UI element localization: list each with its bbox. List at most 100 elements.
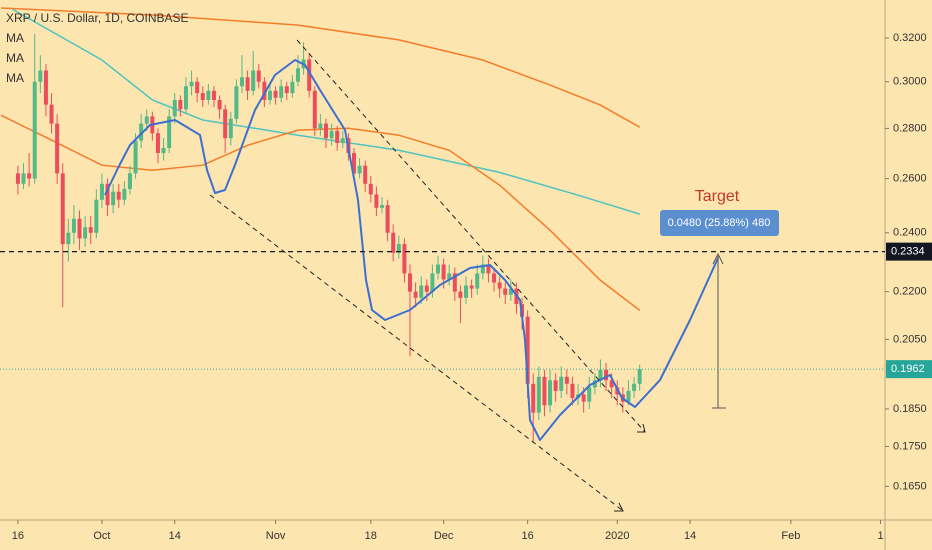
candle-body: [329, 130, 334, 139]
x-tick-label: Dec: [434, 530, 454, 542]
x-tick-label: 16: [12, 530, 24, 542]
candle-body: [525, 316, 530, 384]
candle-body: [408, 273, 413, 292]
candle-body: [570, 383, 575, 399]
measure-arrow: [712, 252, 724, 265]
candle-body: [239, 77, 244, 87]
candle-body: [88, 227, 93, 233]
indicator-label: MA: [6, 51, 24, 65]
y-tick-label: 0.1750: [893, 440, 927, 452]
candle-body: [632, 383, 637, 391]
candle-body: [380, 205, 385, 208]
candle-body: [626, 390, 631, 402]
x-tick-label: Nov: [266, 530, 286, 542]
candle-body: [430, 273, 435, 292]
candle-body: [542, 376, 547, 406]
candle-body: [581, 394, 586, 402]
candle-body: [323, 123, 328, 139]
indicator-label: MA: [6, 31, 24, 45]
candle-body: [71, 218, 76, 233]
candle-body: [357, 165, 362, 174]
candle-body: [531, 383, 536, 413]
candle-body: [312, 90, 317, 129]
candle-body: [223, 109, 228, 139]
moving-average: [11, 8, 640, 215]
candle-body: [189, 81, 194, 87]
candle-body: [228, 118, 233, 139]
candle-body: [475, 273, 480, 289]
candle-body: [290, 81, 295, 94]
candle-body: [335, 130, 340, 144]
arrow-head: [637, 423, 646, 433]
plot-area: [0, 7, 642, 443]
candle-body: [161, 148, 166, 154]
candle-body: [307, 59, 312, 91]
candle-body: [273, 90, 278, 98]
y-tick-label: 0.2050: [893, 333, 927, 345]
candle-body: [111, 191, 116, 206]
candle-body: [352, 153, 356, 174]
candle-body: [116, 191, 121, 200]
candle-body: [279, 86, 284, 98]
candle-body: [637, 369, 642, 384]
candle-body: [598, 369, 603, 381]
candle-body: [340, 138, 345, 144]
candle-body: [99, 183, 104, 200]
target-label: Target: [695, 188, 740, 205]
candle-body: [452, 273, 457, 292]
candle-body: [66, 232, 71, 245]
candle-body: [480, 264, 485, 274]
candle-body: [251, 70, 256, 91]
candle-body: [167, 116, 172, 149]
candle-body: [413, 291, 418, 298]
candle-body: [419, 285, 424, 298]
candle-body: [553, 380, 558, 391]
candle-body: [43, 70, 48, 105]
candle-body: [83, 227, 88, 239]
candle-body: [127, 173, 132, 190]
candle-body: [262, 81, 267, 101]
y-tick-label: 0.2800: [893, 122, 927, 134]
candle-body: [396, 244, 401, 253]
x-tick-label: 14: [684, 530, 696, 542]
candle-body: [217, 100, 222, 110]
indicator-label: MA: [6, 71, 24, 85]
drawn-curve: [104, 59, 719, 441]
candle-body: [559, 376, 564, 391]
candle-body: [234, 86, 239, 119]
candle-body: [206, 90, 211, 101]
candle-body: [211, 90, 216, 101]
candle-body: [492, 273, 497, 283]
candle-body: [564, 376, 569, 384]
candle-body: [122, 189, 127, 200]
candle-body: [486, 264, 491, 274]
candle-body: [363, 165, 368, 184]
candle-body: [284, 86, 289, 94]
candle-body: [267, 90, 272, 101]
candle-body: [548, 380, 553, 406]
candle-body: [144, 116, 149, 124]
x-tick-label: Feb: [781, 530, 800, 542]
candle-body: [77, 218, 82, 239]
candle-body: [368, 183, 373, 195]
candle-body: [155, 133, 160, 154]
candle-body: [295, 68, 300, 82]
candle-body: [587, 387, 592, 402]
candle-body: [447, 273, 452, 280]
y-tick-label: 0.2200: [893, 286, 927, 298]
y-tick-label: 0.2400: [893, 227, 927, 239]
candle-body: [441, 264, 446, 280]
x-tick-label: 16: [522, 530, 534, 542]
candle-body: [27, 173, 32, 179]
candle-body: [133, 140, 138, 174]
candle-body: [385, 205, 390, 233]
price-label-box: [886, 242, 932, 261]
candle-body: [402, 244, 407, 274]
candle-body: [15, 173, 20, 184]
price-label-box: [886, 360, 932, 379]
x-tick-label: Oct: [93, 530, 110, 542]
price-label: 0.1962: [891, 363, 925, 375]
candle-body: [536, 376, 541, 413]
